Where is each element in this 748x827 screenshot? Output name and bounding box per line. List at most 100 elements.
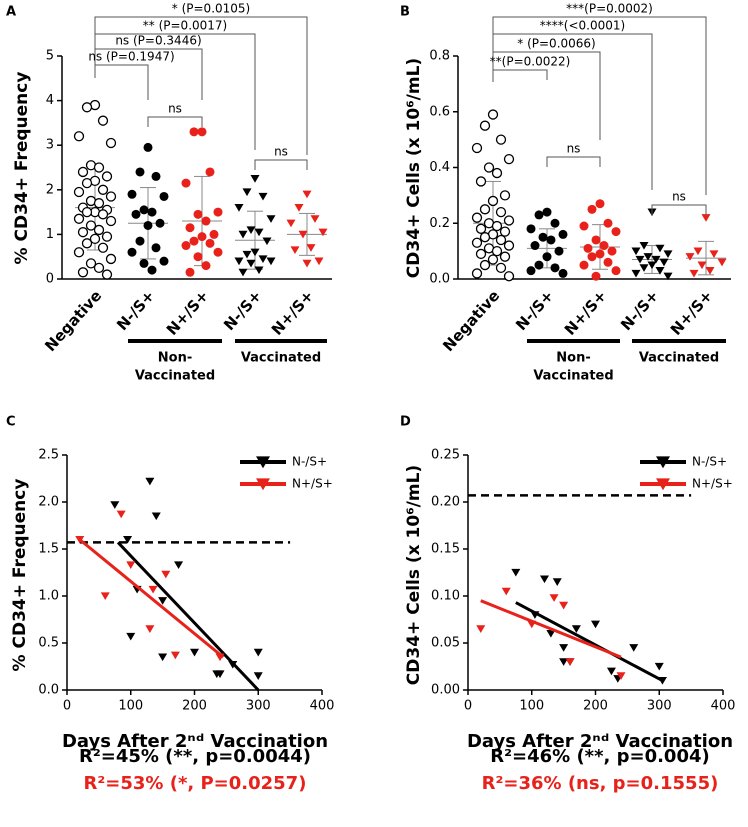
- point: [550, 218, 560, 228]
- point: [559, 658, 569, 666]
- point: [234, 204, 244, 212]
- point: [93, 262, 105, 274]
- point: [651, 255, 661, 264]
- x-tick-label: N-/S+: [220, 287, 265, 334]
- point: [105, 137, 117, 149]
- point: [559, 644, 569, 652]
- point: [571, 625, 581, 633]
- x-tick-label: 100: [118, 699, 143, 714]
- point: [127, 247, 137, 257]
- point: [471, 237, 483, 248]
- fit-line: [116, 541, 260, 692]
- point: [242, 250, 252, 259]
- point: [135, 236, 145, 246]
- point: [139, 258, 149, 268]
- point: [587, 204, 597, 214]
- point: [495, 234, 507, 246]
- point: [587, 252, 597, 262]
- x-tick-label: N-/S+: [512, 287, 557, 334]
- point: [471, 142, 483, 154]
- point: [314, 257, 324, 266]
- point: [595, 249, 605, 259]
- x-tick-label: 0: [464, 699, 472, 714]
- point: [246, 259, 256, 268]
- point: [250, 248, 260, 257]
- point: [151, 171, 161, 181]
- point: [693, 247, 703, 256]
- point: [158, 597, 168, 605]
- legend-marker: [656, 478, 670, 491]
- point: [579, 221, 589, 231]
- point: [501, 587, 511, 596]
- stat-annotation: R²=45% (**, p=0.0044): [79, 746, 311, 767]
- point: [526, 224, 536, 234]
- point: [161, 570, 171, 579]
- point: [123, 536, 133, 544]
- point: [709, 250, 719, 258]
- point: [689, 269, 699, 278]
- y-tick-label: 0.0: [38, 683, 59, 698]
- point: [511, 568, 521, 577]
- y-tick-label: 1.5: [38, 542, 59, 557]
- point: [565, 658, 575, 666]
- point: [542, 207, 552, 217]
- legend-marker: [256, 456, 270, 469]
- point: [262, 237, 272, 246]
- comparison-label: ns: [567, 142, 581, 156]
- point: [534, 260, 544, 270]
- point: [254, 266, 264, 275]
- point: [139, 205, 149, 215]
- point: [174, 561, 184, 570]
- point: [717, 258, 727, 267]
- y-tick-label: 0.10: [431, 589, 460, 604]
- point: [145, 477, 155, 486]
- point: [654, 662, 664, 671]
- y-tick-label: 0.0: [429, 272, 450, 287]
- point: [558, 229, 568, 239]
- point: [479, 120, 491, 131]
- point: [483, 162, 495, 173]
- point: [93, 198, 105, 209]
- y-tick-label: 2.5: [38, 448, 59, 463]
- point: [685, 253, 695, 261]
- y-tick-label: 2: [46, 182, 54, 197]
- panel-letter: C: [6, 415, 16, 430]
- point: [639, 241, 649, 250]
- point: [189, 236, 199, 246]
- point: [73, 131, 85, 142]
- legend-marker: [656, 456, 670, 469]
- y-tick-label: 0.05: [431, 636, 460, 651]
- legend-label: N-/S+: [292, 455, 327, 469]
- point: [181, 178, 191, 188]
- x-axis-label: Days After 2ⁿᵈ Vaccination: [62, 731, 328, 752]
- point: [242, 188, 252, 197]
- comparison-label: * (P=0.0105): [172, 2, 250, 16]
- x-tick-label: N+/S+: [163, 287, 212, 339]
- point: [101, 269, 113, 280]
- point: [155, 218, 165, 228]
- x-tick-label: N-/S+: [113, 287, 158, 334]
- point: [238, 230, 248, 239]
- point: [503, 271, 515, 282]
- point: [526, 266, 536, 276]
- comparison-label: ns (P=0.3446): [115, 34, 201, 48]
- legend-label: N-/S+: [692, 455, 727, 469]
- point: [530, 241, 540, 251]
- point: [538, 232, 548, 242]
- point: [286, 219, 296, 228]
- point: [631, 269, 641, 278]
- point: [290, 246, 300, 255]
- y-tick-label: 1.0: [38, 589, 59, 604]
- point: [294, 204, 304, 212]
- y-tick-label: 0.5: [38, 636, 59, 651]
- point: [302, 190, 312, 199]
- bracket: [492, 69, 548, 82]
- x-tick-label: Negative: [439, 287, 503, 355]
- point: [81, 206, 93, 218]
- comparison-label: ** (P=0.0017): [143, 19, 227, 33]
- point: [495, 262, 507, 274]
- point: [215, 670, 225, 679]
- point: [503, 240, 515, 251]
- point: [495, 206, 507, 218]
- point: [127, 189, 137, 199]
